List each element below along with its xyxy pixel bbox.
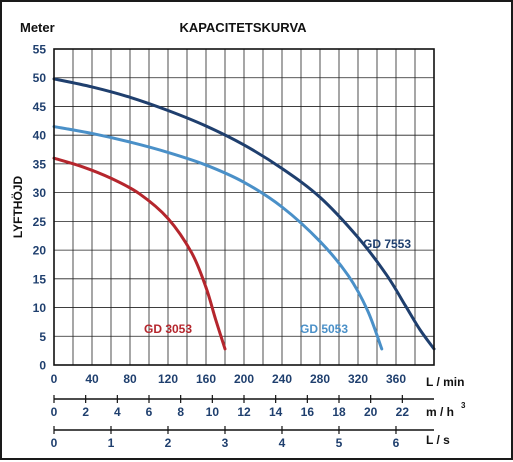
y-tick-label: 15 <box>33 272 47 286</box>
y-tick-label: 10 <box>33 301 47 315</box>
y-tick-label: 55 <box>33 43 47 57</box>
x-tick-label-lmin: 120 <box>158 372 178 386</box>
y-tick-label: 35 <box>33 157 47 171</box>
x-tick-label-ls: 4 <box>279 436 286 450</box>
x-unit-m3h: m / h <box>426 405 454 419</box>
series-layer <box>52 77 436 351</box>
y-tick-label: 40 <box>33 129 47 143</box>
x-tick-label-ls: 0 <box>51 436 58 450</box>
series-label-gd-3053: GD 3053 <box>144 322 192 336</box>
x-tick-label-ls: 5 <box>336 436 343 450</box>
x-tick-label-lmin: 360 <box>386 372 406 386</box>
x-unit-lmin: L / min <box>426 375 464 389</box>
x-tick-label-lmin: 80 <box>123 372 137 386</box>
x-tick-label-ls: 1 <box>108 436 115 450</box>
axes-layer <box>53 48 435 434</box>
series-line-gd-3053 <box>52 156 227 351</box>
y-tick-label: 45 <box>33 100 47 114</box>
y-tick-label: 0 <box>39 359 46 373</box>
x-tick-label-lmin: 160 <box>196 372 216 386</box>
x-tick-label-m3h: 22 <box>396 405 410 419</box>
x-tick-label-m3h: 16 <box>301 405 315 419</box>
x-unit-m3h-superscript: 3 <box>461 401 466 410</box>
y-tick-label: 30 <box>33 186 47 200</box>
x-tick-label-ls: 3 <box>222 436 229 450</box>
x-tick-label-m3h: 20 <box>364 405 378 419</box>
x-tick-label-ls: 6 <box>393 436 400 450</box>
y-axis-title: LYFTHÖJD <box>10 176 25 239</box>
x-unit-ls: L / s <box>426 433 450 447</box>
x-tick-label-m3h: 14 <box>269 405 283 419</box>
grid-layer <box>53 48 435 366</box>
x-tick-label-lmin: 280 <box>310 372 330 386</box>
series-line-gd-7553 <box>52 77 436 351</box>
x-tick-label-ls: 2 <box>165 436 172 450</box>
x-tick-label-m3h: 0 <box>51 405 58 419</box>
x-tick-label-lmin: 240 <box>272 372 292 386</box>
text-layer: KAPACITETSKURVAMeterLYFTHÖJD051015202530… <box>10 20 466 450</box>
x-tick-label-m3h: 12 <box>237 405 251 419</box>
x-tick-label-m3h: 10 <box>206 405 220 419</box>
y-tick-label: 5 <box>39 330 46 344</box>
y-tick-label: 25 <box>33 215 47 229</box>
x-tick-label-lmin: 40 <box>85 372 99 386</box>
series-label-gd-5053: GD 5053 <box>300 322 348 336</box>
plot-frame <box>53 48 435 366</box>
x-tick-label-lmin: 0 <box>51 372 58 386</box>
chart-title: KAPACITETSKURVA <box>179 20 307 35</box>
y-tick-label: 50 <box>33 71 47 85</box>
x-tick-label-m3h: 18 <box>332 405 346 419</box>
x-tick-label-lmin: 200 <box>234 372 254 386</box>
x-tick-label-lmin: 320 <box>348 372 368 386</box>
series-label-gd-7553: GD 7553 <box>363 237 411 251</box>
x-tick-label-m3h: 8 <box>177 405 184 419</box>
x-tick-label-m3h: 6 <box>146 405 153 419</box>
x-tick-label-m3h: 2 <box>82 405 89 419</box>
x-tick-label-m3h: 4 <box>114 405 121 419</box>
y-tick-label: 20 <box>33 244 47 258</box>
series-line-gd-5053 <box>52 125 384 351</box>
y-unit-label: Meter <box>20 20 55 35</box>
